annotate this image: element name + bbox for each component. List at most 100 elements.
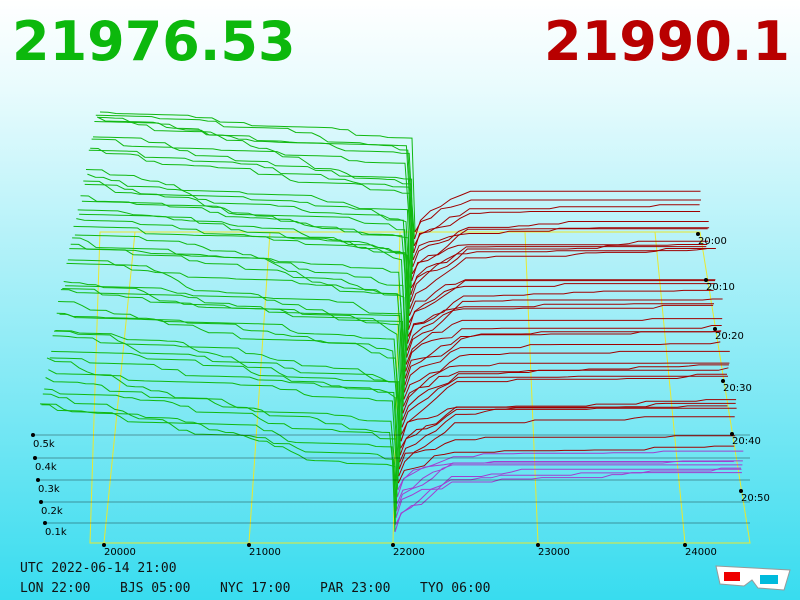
bid-depth-line xyxy=(48,369,399,491)
bid-depth-line xyxy=(53,330,401,463)
city-time: PAR 23:00 xyxy=(320,581,390,596)
bid-depth-line xyxy=(55,330,401,456)
ask-depth-line xyxy=(395,468,742,526)
ask-depth-line xyxy=(398,435,736,470)
ask-depth-line xyxy=(412,221,709,268)
bid-depth-line xyxy=(73,225,407,365)
bid-depth-line xyxy=(95,114,415,253)
time-label: 20:30 xyxy=(723,383,752,394)
bid-depth-line xyxy=(76,218,408,351)
bid-depth-line xyxy=(41,404,396,526)
price-grid-line xyxy=(524,231,539,544)
bid-depth-line xyxy=(74,234,408,358)
price-tick xyxy=(683,543,687,547)
axis-labels: 20000 21000 22000 23000 24000 20:00 20:10 20:20… xyxy=(31,232,770,558)
price-label: 23000 xyxy=(538,547,570,558)
depth-tick xyxy=(31,433,35,437)
price-grid-line xyxy=(248,231,271,544)
price-tick xyxy=(247,543,251,547)
ask-depth-line xyxy=(401,367,729,421)
depth-tick xyxy=(36,478,40,482)
ask-depth-line xyxy=(394,467,741,533)
bid-depth-line xyxy=(44,388,397,512)
time-tick xyxy=(713,327,717,331)
depth-tick xyxy=(43,521,47,525)
bid-depth-line xyxy=(98,116,416,240)
time-tick xyxy=(739,489,743,493)
time-tick xyxy=(696,232,700,236)
bid-depth-line xyxy=(92,136,414,267)
bid-depth-line xyxy=(99,111,416,233)
price-tick xyxy=(536,543,540,547)
ask-depth-line xyxy=(414,190,701,240)
bid-depth-line xyxy=(79,213,409,337)
bid-depth-line xyxy=(60,289,403,428)
price-tick xyxy=(102,543,106,547)
bid-depth-line xyxy=(83,180,410,316)
time-tick xyxy=(730,432,734,436)
ask-depth-line xyxy=(411,240,709,275)
ask-depth-line xyxy=(403,341,721,393)
ask-depth-line xyxy=(399,402,736,463)
bid-depth-line xyxy=(66,262,405,400)
city-time: TYO 06:00 xyxy=(420,581,490,596)
ask-depth-line xyxy=(398,416,735,477)
ask-depth-line xyxy=(401,405,728,435)
ask-depth-line xyxy=(410,244,708,289)
bid-depth-line xyxy=(45,377,398,505)
bid-depth-line xyxy=(69,248,406,386)
utc-time: UTC 2022-06-14 21:00 xyxy=(20,561,177,576)
city-time: BJS 05:00 xyxy=(120,581,190,596)
bid-depth-line xyxy=(88,149,412,288)
bid-depth-line xyxy=(87,173,412,295)
bid-depth-line xyxy=(96,116,415,246)
ask-depth-line xyxy=(409,248,716,309)
bid-depth-line xyxy=(49,357,399,484)
ask-depth-line xyxy=(404,331,721,386)
depth-label: 0.1k xyxy=(45,527,67,538)
price-label: 24000 xyxy=(685,547,717,558)
bid-depth-line xyxy=(65,285,404,407)
glasses-icon xyxy=(715,565,791,591)
bid-depth-line xyxy=(94,121,414,260)
ask-depth-line xyxy=(407,289,714,344)
price-tick xyxy=(391,543,395,547)
price-grid-line xyxy=(103,231,136,544)
depth-tick xyxy=(39,500,43,504)
price-label: 21000 xyxy=(249,547,281,558)
depth-tick xyxy=(33,456,37,460)
ask-depth-line xyxy=(402,362,730,407)
ask-depth-line xyxy=(395,464,743,512)
ask-depth-line xyxy=(396,450,744,498)
bid-depth-line xyxy=(42,393,397,519)
time-label: 20:40 xyxy=(732,436,761,447)
bid-depth-line xyxy=(46,357,398,498)
ask-depth-line xyxy=(408,280,715,323)
bid-depth-line xyxy=(58,301,402,442)
depth-lines xyxy=(39,111,744,533)
depth-label: 0.3k xyxy=(38,484,60,495)
ask-depth-line xyxy=(413,211,701,247)
ask-depth-line xyxy=(406,304,714,351)
bid-depth-line xyxy=(85,169,411,302)
ask-depth-line xyxy=(413,204,700,254)
ask-depth-line xyxy=(396,460,743,505)
time-tick xyxy=(704,278,708,282)
ask-depth-line xyxy=(406,298,723,358)
bid-depth-line xyxy=(56,312,402,449)
depth-label: 0.4k xyxy=(35,462,57,473)
ask-depth-line xyxy=(401,375,728,428)
city-time: NYC 17:00 xyxy=(220,581,290,596)
bid-depth-line xyxy=(67,259,405,393)
ask-depth-line xyxy=(408,279,716,316)
depth-label: 0.2k xyxy=(41,506,63,517)
time-label: 20:50 xyxy=(741,493,770,504)
ask-depth-line xyxy=(414,199,701,233)
time-label: 20:10 xyxy=(706,282,735,293)
bid-depth-line xyxy=(90,147,413,281)
bid-depth-line xyxy=(39,403,396,533)
ask-depth-line xyxy=(400,407,737,449)
time-tick xyxy=(721,379,725,383)
ask-depth-line xyxy=(400,373,727,442)
